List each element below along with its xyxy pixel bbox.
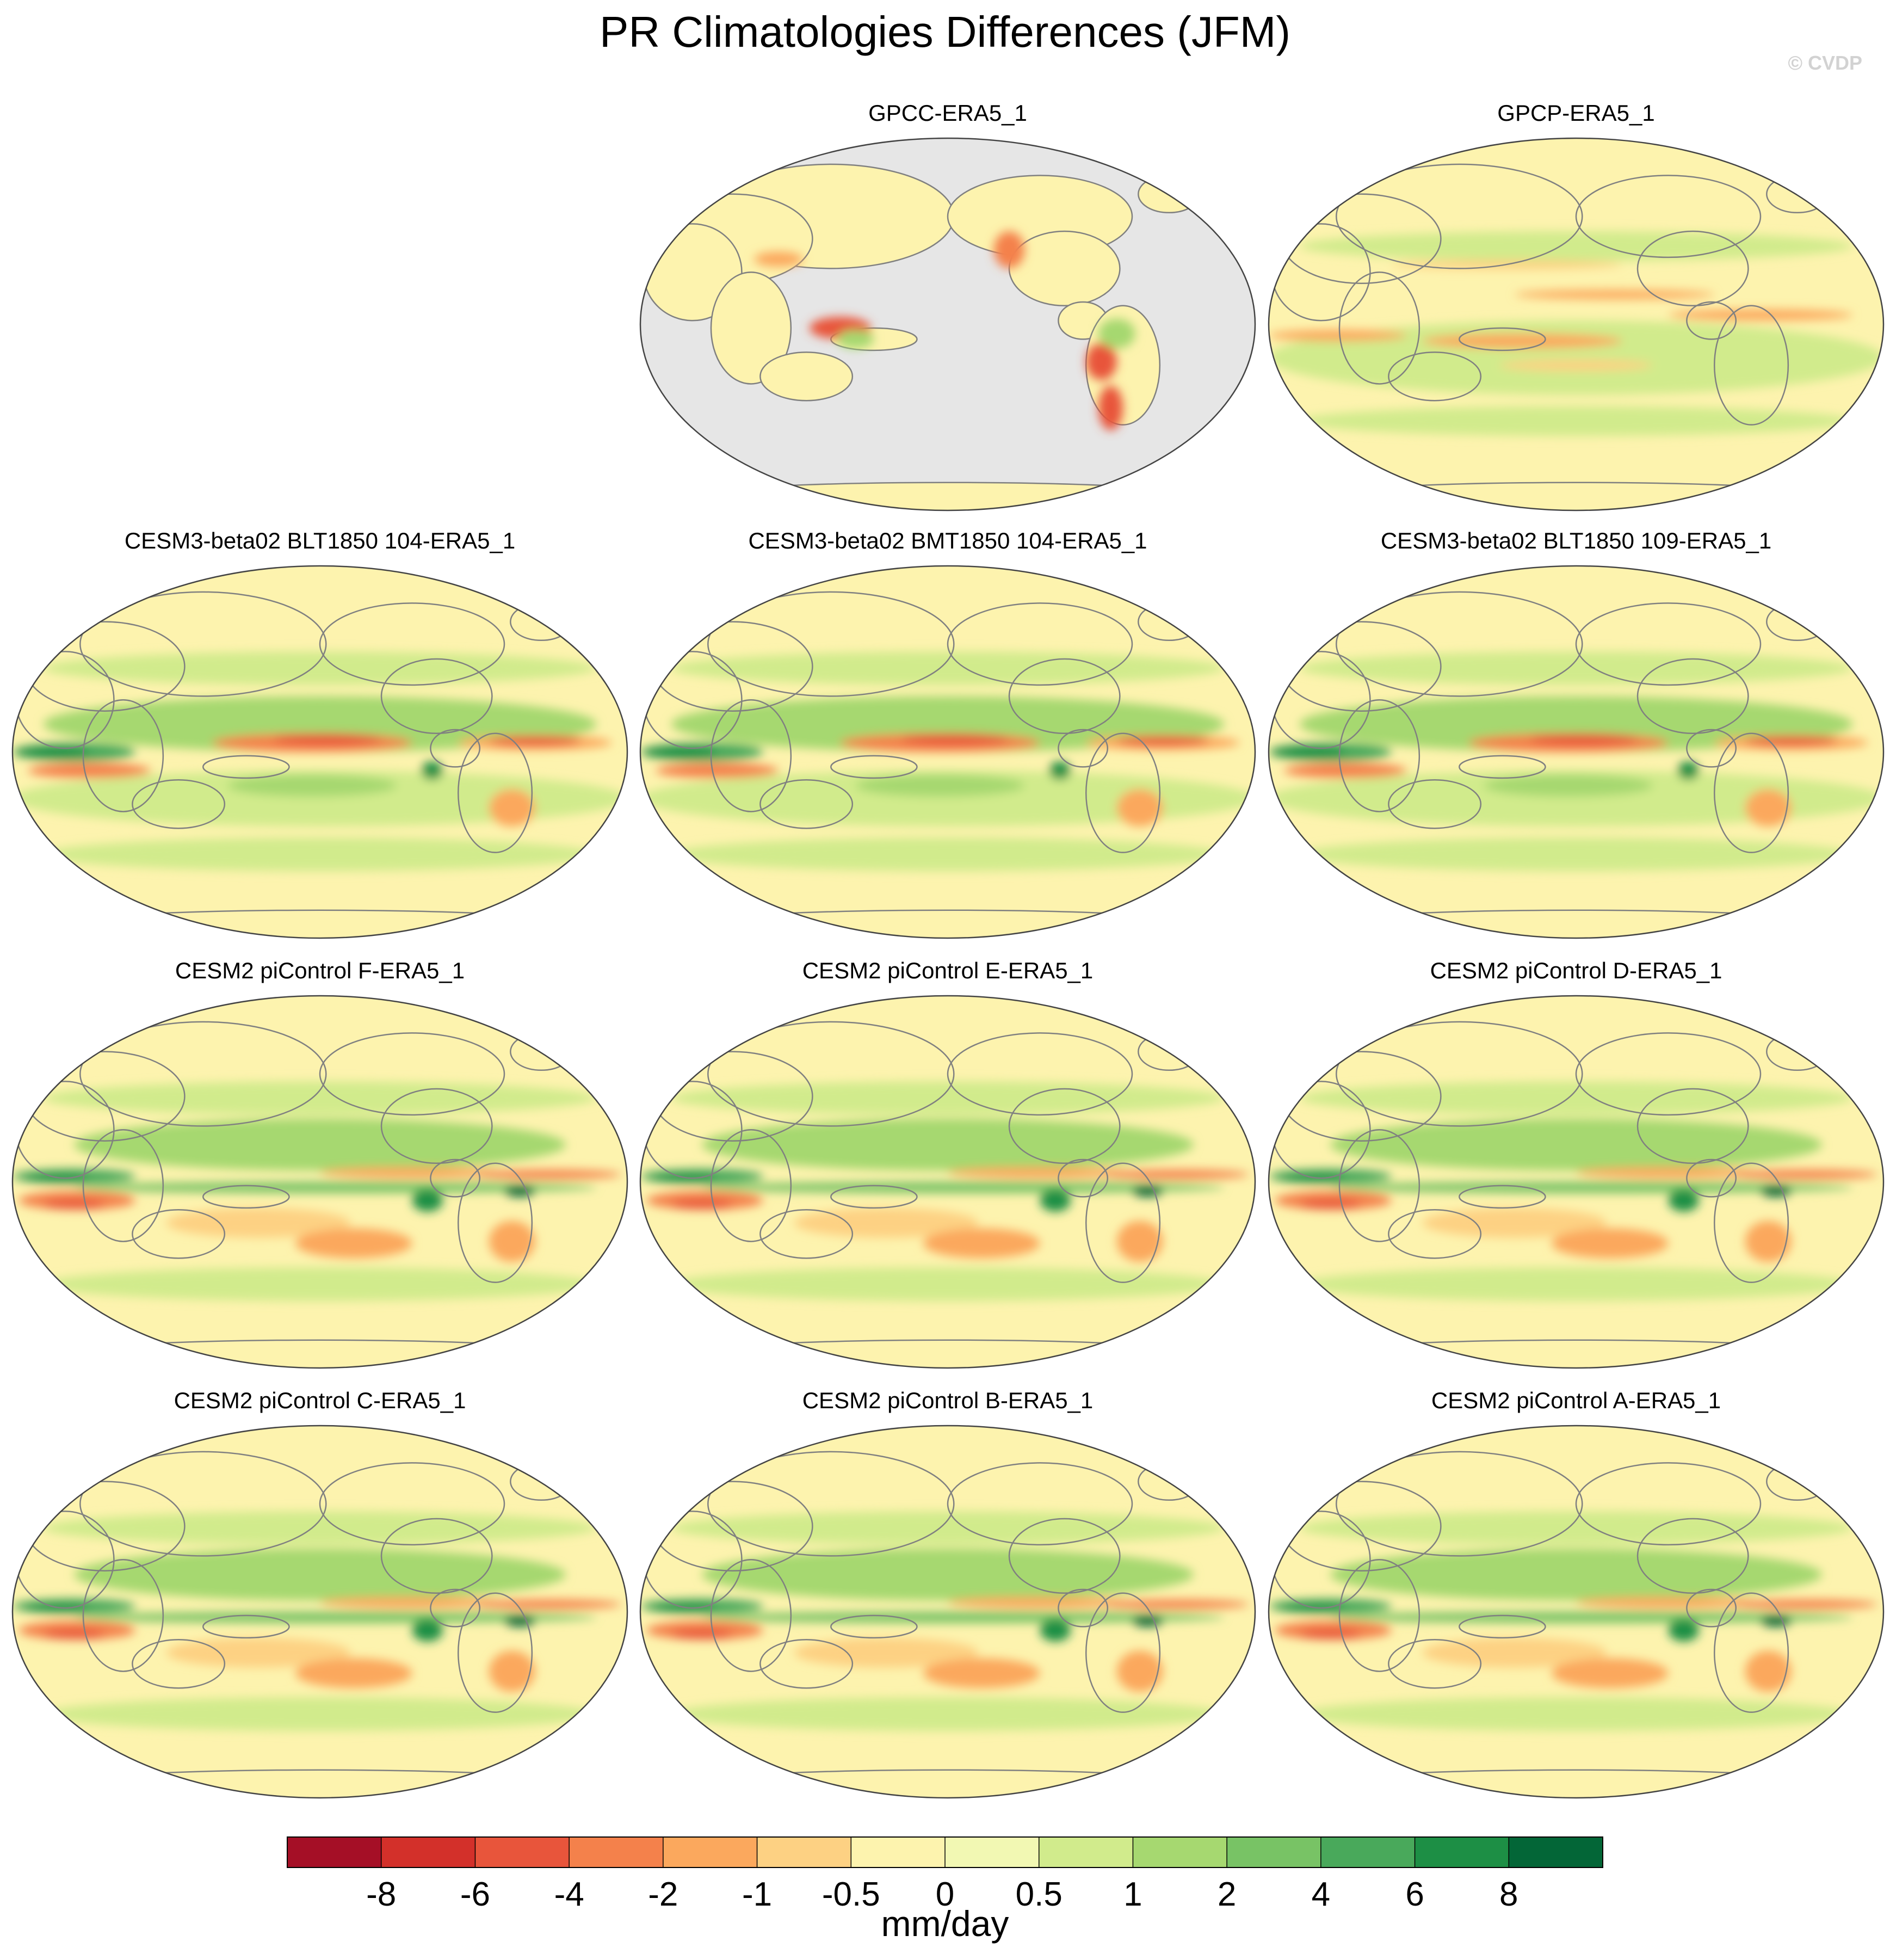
colorbar-tick-label: -4	[554, 1876, 584, 1913]
panel-title: GPCP-ERA5_1	[1497, 100, 1654, 126]
map-panel: CESM2 piControl E-ERA5_1	[639, 958, 1256, 1369]
panel-title: CESM2 piControl E-ERA5_1	[802, 958, 1094, 983]
map-outline	[11, 995, 628, 1369]
colorbar-swatch	[475, 1837, 570, 1867]
colorbar-swatch	[945, 1837, 1040, 1867]
map-field	[13, 1426, 627, 1798]
panel-title: CESM2 piControl C-ERA5_1	[174, 1388, 466, 1413]
map-outline	[1268, 137, 1885, 511]
map-panel: CESM2 piControl F-ERA5_1	[11, 958, 628, 1369]
colorbar-swatch	[1133, 1837, 1227, 1867]
colorbar-swatch	[287, 1837, 382, 1867]
colorbar-unit-label: mm/day	[881, 1903, 1009, 1944]
colorbar-tick-label: 0.5	[1016, 1876, 1063, 1913]
map-outline	[639, 1425, 1256, 1799]
colorbar-tick-label: 8	[1499, 1876, 1518, 1913]
colorbar-swatch	[381, 1837, 475, 1867]
colorbar-tick-label: -1	[742, 1876, 772, 1913]
panel-title: CESM2 piControl D-ERA5_1	[1430, 958, 1722, 983]
map-outline	[11, 1425, 628, 1799]
colorbar: -8 -6 -4 -2 -1 -0.5 0 0.5 1 2 4 6 8	[287, 1836, 1603, 1913]
colorbar-swatch	[1509, 1837, 1603, 1867]
map-field	[13, 566, 627, 938]
colorbar-swatch	[1320, 1837, 1416, 1867]
panel-title: GPCC-ERA5_1	[868, 100, 1027, 126]
panel-title: CESM2 piControl B-ERA5_1	[802, 1388, 1094, 1413]
map-outline	[11, 565, 628, 939]
map-panels: GPCC-ERA5_1 GPCP-ERA5_1 CESM3-beta02 BLT18…	[11, 100, 1885, 1799]
colorbar-swatch	[1227, 1837, 1321, 1867]
colorbar-swatch	[851, 1837, 946, 1867]
map-panel: CESM3-beta02 BLT1850 109-ERA5_1	[1268, 528, 1885, 939]
panel-title: CESM2 piControl A-ERA5_1	[1431, 1388, 1721, 1413]
map-outline	[1268, 995, 1885, 1369]
map-panel: CESM2 piControl C-ERA5_1	[11, 1388, 628, 1799]
map-outline	[639, 137, 1256, 511]
map-panel: CESM2 piControl D-ERA5_1	[1268, 958, 1885, 1369]
map-field	[640, 996, 1255, 1368]
colorbar-tick-label: 1	[1123, 1876, 1142, 1913]
panel-title: CESM3-beta02 BMT1850 104-ERA5_1	[748, 528, 1147, 553]
map-outline	[639, 565, 1256, 939]
colorbar-tick-label: -6	[460, 1876, 490, 1913]
map-field	[1269, 138, 1883, 510]
colorbar-swatch	[663, 1837, 758, 1867]
map-field	[1269, 1426, 1883, 1798]
colorbar-swatch	[1415, 1837, 1509, 1867]
colorbar-swatch	[757, 1837, 851, 1867]
colorbar-tick-label: 4	[1312, 1876, 1330, 1913]
colorbar-tick-label: -0.5	[822, 1876, 880, 1913]
map-field	[13, 996, 627, 1368]
figure-title: PR Climatologies Differences (JFM)	[600, 8, 1290, 56]
map-panel: CESM2 piControl B-ERA5_1	[639, 1388, 1256, 1799]
map-panel: GPCP-ERA5_1	[1268, 100, 1885, 511]
map-field	[640, 138, 1255, 510]
colorbar-tick-label: 0	[936, 1876, 954, 1913]
map-field	[640, 566, 1255, 938]
colorbar-tick-label: -2	[648, 1876, 678, 1913]
map-outline	[639, 995, 1256, 1369]
map-panel: GPCC-ERA5_1	[639, 100, 1256, 511]
panel-title: CESM2 piControl F-ERA5_1	[175, 958, 465, 983]
map-field	[640, 1426, 1255, 1798]
map-outline	[1268, 1425, 1885, 1799]
map-outline	[1268, 565, 1885, 939]
map-field	[1269, 996, 1883, 1368]
colorbar-tick-label: 6	[1405, 1876, 1424, 1913]
map-panel: CESM2 piControl A-ERA5_1	[1268, 1388, 1885, 1799]
map-panel: CESM3-beta02 BLT1850 104-ERA5_1	[11, 528, 628, 939]
panel-title: CESM3-beta02 BLT1850 109-ERA5_1	[1381, 528, 1771, 553]
map-panel: CESM3-beta02 BMT1850 104-ERA5_1	[639, 528, 1256, 939]
panel-title: CESM3-beta02 BLT1850 104-ERA5_1	[125, 528, 515, 553]
colorbar-swatch	[569, 1837, 664, 1867]
map-field	[1269, 566, 1883, 938]
watermark: © CVDP	[1788, 52, 1862, 74]
colorbar-swatch	[1039, 1837, 1133, 1867]
colorbar-tick-label: -8	[366, 1876, 396, 1913]
colorbar-tick-label: 2	[1218, 1876, 1236, 1913]
